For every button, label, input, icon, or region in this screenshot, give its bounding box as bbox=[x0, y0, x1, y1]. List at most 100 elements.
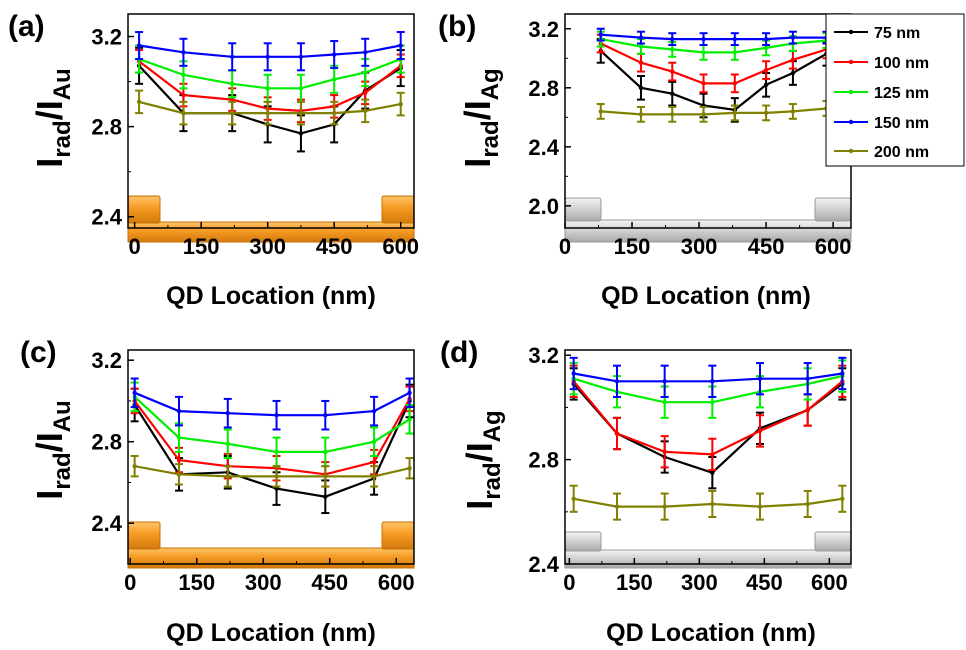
legend-marker-200 bbox=[848, 148, 854, 154]
series-150-d bbox=[569, 356, 847, 398]
data-point bbox=[638, 85, 644, 90]
x-tick-label: 150 bbox=[614, 234, 651, 259]
data-point bbox=[757, 428, 763, 434]
data-point bbox=[763, 45, 769, 51]
legend-marker-75 bbox=[848, 29, 854, 35]
data-point bbox=[298, 86, 304, 91]
data-point bbox=[298, 131, 304, 136]
data-point bbox=[176, 435, 182, 440]
structure-base-c bbox=[127, 547, 415, 569]
y-tick-label: 2.4 bbox=[91, 511, 122, 536]
series-line-125-b bbox=[600, 38, 827, 54]
series-line-150-b bbox=[600, 33, 827, 41]
series-200-d bbox=[569, 484, 847, 521]
x-tick-label: 300 bbox=[249, 234, 286, 259]
data-point bbox=[323, 494, 328, 499]
data-point bbox=[763, 110, 769, 116]
series-line-150-a bbox=[138, 44, 401, 58]
structure-left-block-c bbox=[127, 521, 161, 550]
data-point bbox=[638, 112, 644, 117]
x-tick-label: 600 bbox=[811, 570, 848, 595]
series-line-125-a bbox=[138, 58, 402, 90]
data-point bbox=[598, 109, 603, 114]
data-point bbox=[181, 72, 186, 78]
data-point bbox=[132, 390, 137, 395]
data-point bbox=[265, 86, 270, 91]
data-point bbox=[230, 81, 235, 87]
y-tick-label: 3.2 bbox=[528, 343, 559, 368]
data-point bbox=[274, 474, 279, 479]
data-point bbox=[710, 470, 715, 475]
data-point bbox=[363, 90, 368, 96]
data-point bbox=[323, 449, 328, 455]
series-150-b bbox=[596, 27, 831, 46]
data-point bbox=[407, 466, 412, 471]
data-point bbox=[363, 108, 368, 114]
series-line-100-b bbox=[600, 42, 827, 85]
legend-entry-100: 100 nm bbox=[834, 55, 929, 72]
data-point bbox=[398, 101, 403, 107]
data-point bbox=[638, 60, 644, 65]
data-point bbox=[371, 439, 377, 444]
data-point bbox=[176, 472, 182, 477]
panel-b: (b) Irad/IAg QD Location (nm) 0 150 300 450… bbox=[438, 10, 852, 310]
x-tick-label: 150 bbox=[183, 234, 220, 259]
data-point bbox=[363, 50, 368, 55]
data-point bbox=[371, 459, 377, 465]
data-point bbox=[732, 50, 738, 55]
series-150-a bbox=[135, 31, 405, 72]
structure-silver-b bbox=[564, 197, 852, 243]
data-point bbox=[662, 449, 667, 454]
x-tick-label: 150 bbox=[616, 570, 653, 595]
structure-right-block-c bbox=[381, 521, 415, 550]
y-axis-label-c: Irad/IAu bbox=[29, 400, 76, 499]
x-tick-label: 150 bbox=[178, 570, 215, 595]
data-point bbox=[407, 417, 412, 422]
panel-label-d: (d) bbox=[440, 336, 478, 369]
y-tick-label: 3.2 bbox=[91, 348, 122, 373]
data-point bbox=[763, 82, 769, 88]
data-point bbox=[805, 376, 810, 381]
x-tick-label: 450 bbox=[746, 570, 783, 595]
series-line-200-a bbox=[138, 100, 401, 115]
data-point bbox=[398, 43, 403, 48]
legend-box bbox=[825, 13, 965, 167]
data-point bbox=[790, 35, 796, 40]
panel-d: (d) Irad/IAg QD Location (nm) 0 150 300 450… bbox=[440, 336, 852, 647]
y-axis-label-d: Irad/IAg bbox=[459, 410, 506, 509]
structure-right-block-b bbox=[814, 197, 852, 222]
data-point bbox=[614, 504, 620, 509]
data-point bbox=[136, 99, 142, 105]
data-point bbox=[701, 81, 706, 86]
data-point bbox=[710, 399, 715, 405]
data-point bbox=[265, 54, 270, 59]
structure-base-d bbox=[564, 549, 852, 569]
plot-area-c bbox=[128, 350, 414, 564]
x-tick-label: 300 bbox=[245, 570, 282, 595]
data-point bbox=[614, 431, 620, 436]
structure-base-b bbox=[564, 219, 852, 243]
data-point bbox=[331, 110, 337, 116]
data-point bbox=[181, 92, 186, 98]
data-point bbox=[840, 371, 845, 376]
plot-frame-d bbox=[564, 349, 852, 565]
data-point bbox=[732, 110, 738, 116]
data-point bbox=[132, 463, 137, 469]
data-point bbox=[181, 110, 186, 116]
structure-left-block-b bbox=[564, 197, 602, 222]
data-point bbox=[598, 32, 603, 37]
series-line-100-a bbox=[138, 60, 402, 113]
panel-label-b: (b) bbox=[438, 10, 476, 43]
x-tick-label: 600 bbox=[382, 234, 419, 259]
data-point bbox=[840, 496, 845, 501]
structure-base-a bbox=[127, 221, 415, 243]
structure-right-block-d bbox=[814, 531, 852, 552]
x-tick-label: 600 bbox=[815, 234, 852, 259]
panel-c: (c) Irad/IAu QD Location (nm) 0 150 300 450… bbox=[20, 336, 415, 647]
x-axis-label-c: QD Location (nm) bbox=[166, 619, 376, 647]
panel-label-a: (a) bbox=[8, 10, 45, 43]
data-point bbox=[230, 110, 235, 116]
legend-label-125: 125 nm bbox=[874, 85, 929, 102]
legend-entry-125: 125 nm bbox=[834, 85, 929, 102]
series-200-a bbox=[135, 89, 405, 126]
